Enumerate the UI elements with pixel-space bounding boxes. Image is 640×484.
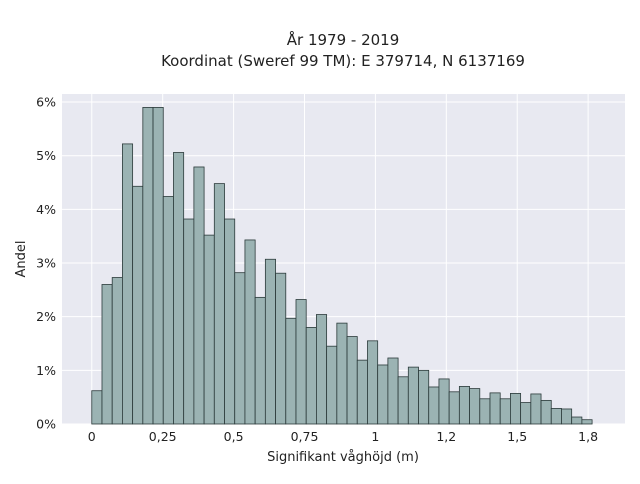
histogram-bar — [550, 408, 562, 425]
x-tick-label: 0,25 — [149, 429, 177, 444]
histogram-bar — [316, 314, 328, 425]
histogram-bars — [91, 107, 593, 425]
histogram-bar — [173, 152, 185, 425]
histogram-bar — [111, 277, 123, 425]
histogram-bar — [469, 388, 481, 425]
histogram-bar — [356, 359, 368, 425]
histogram-bar — [122, 143, 134, 425]
histogram-bar — [326, 345, 338, 425]
histogram-bar — [387, 357, 399, 425]
histogram-bar — [254, 296, 266, 425]
histogram-bar — [520, 402, 532, 425]
x-tick-label: 0,75 — [291, 429, 319, 444]
histogram-bar — [428, 386, 440, 425]
histogram-bar — [540, 399, 552, 425]
x-tick-label: 0,5 — [224, 429, 244, 444]
x-tick-label: 1,2 — [436, 429, 456, 444]
histogram-bar — [510, 393, 522, 425]
histogram-bar — [458, 386, 470, 425]
x-axis-label: Signifikant våghöjd (m) — [267, 450, 419, 465]
histogram-bar — [377, 364, 389, 425]
histogram-bar — [448, 391, 460, 425]
histogram-bar — [295, 299, 307, 425]
chart-title-line-1: År 1979 - 2019 — [287, 30, 400, 49]
y-tick-label: 0% — [36, 417, 56, 432]
histogram-bar — [264, 258, 276, 425]
histogram-bar — [489, 392, 501, 425]
histogram-bar — [407, 366, 419, 425]
x-tick-label: 0 — [88, 429, 96, 444]
histogram-bar — [305, 327, 317, 425]
y-tick-label: 3% — [36, 256, 56, 271]
histogram-bar — [285, 317, 297, 425]
histogram-bar — [275, 272, 287, 425]
histogram-bar — [244, 239, 256, 425]
histogram-bar — [193, 166, 205, 425]
histogram-bar — [367, 340, 379, 425]
y-tick-label: 6% — [36, 95, 56, 110]
histogram-bar — [132, 185, 144, 425]
histogram-bar — [438, 378, 450, 425]
histogram-bar — [213, 183, 225, 425]
y-axis-ticks: 0% 1% 2% 3% 4% 5% 6% — [36, 95, 56, 432]
histogram-bar — [203, 234, 215, 425]
histogram-bar — [183, 218, 195, 425]
histogram-bar — [234, 272, 246, 425]
y-tick-label: 4% — [36, 202, 56, 217]
y-tick-label: 2% — [36, 309, 56, 324]
histogram-bar — [91, 390, 103, 425]
histogram-bar — [224, 218, 236, 425]
histogram-bar — [561, 408, 573, 425]
y-tick-label: 5% — [36, 148, 56, 163]
x-tick-label: 1 — [371, 429, 379, 444]
histogram-bar — [479, 398, 491, 425]
x-axis-ticks: 0 0,25 0,5 0,75 1 1,2 1,5 1,8 — [88, 429, 598, 444]
histogram-bar — [499, 398, 511, 425]
histogram-bar — [346, 336, 358, 425]
histogram-bar — [152, 107, 164, 425]
histogram-bar — [142, 107, 154, 425]
histogram-bar — [336, 322, 348, 425]
histogram-bar — [571, 416, 583, 425]
x-tick-label: 1,5 — [507, 429, 527, 444]
x-tick-label: 1,8 — [578, 429, 598, 444]
histogram-bar — [530, 393, 542, 425]
y-axis-label: Andel — [14, 241, 29, 278]
histogram-bar — [397, 376, 409, 425]
histogram-bar — [162, 196, 174, 425]
histogram-bar — [418, 369, 430, 425]
y-tick-label: 1% — [36, 363, 56, 378]
chart-title-line-2: Koordinat (Sweref 99 TM): E 379714, N 61… — [161, 52, 525, 70]
histogram-bar — [581, 419, 593, 425]
histogram-bar — [101, 284, 113, 425]
